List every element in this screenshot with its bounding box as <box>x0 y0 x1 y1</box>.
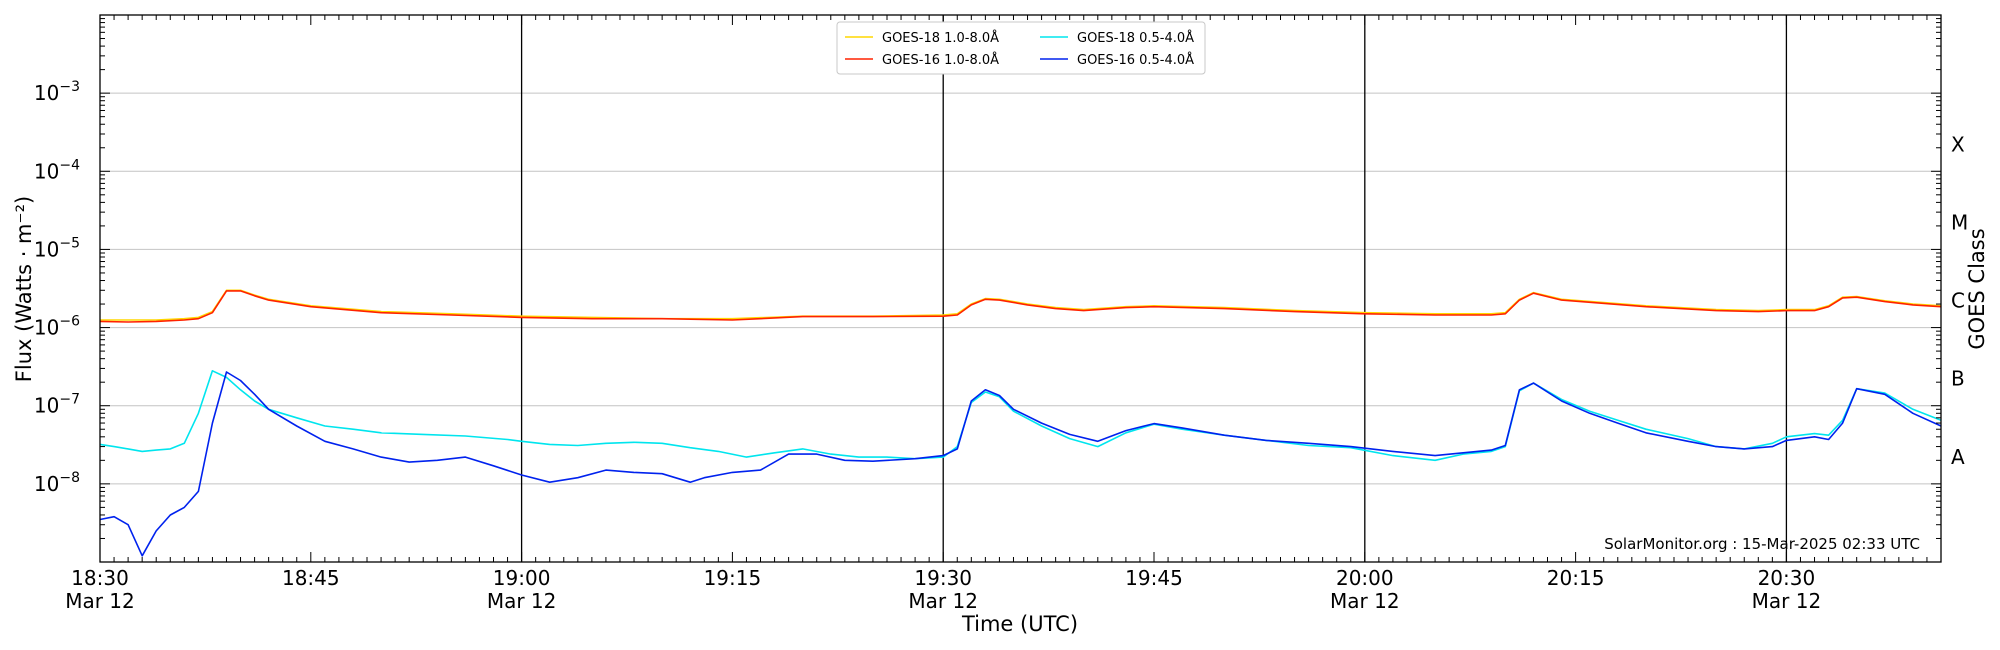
y-tick-label: 10−8 <box>34 470 80 496</box>
x-tick-date-label: Mar 12 <box>487 589 557 613</box>
legend-label-goes18-long: GOES-18 1.0-8.0Å <box>882 30 999 46</box>
goes-class-label: A <box>1951 445 1965 469</box>
x-axis-title: Time (UTC) <box>961 612 1078 636</box>
legend: GOES-18 1.0-8.0Å GOES-16 1.0-8.0Å GOES-1… <box>836 21 1206 75</box>
legend-label-goes16-long: GOES-16 1.0-8.0Å <box>882 52 999 68</box>
x-tick-label: 18:30 <box>71 566 129 590</box>
x-tick-date-label: Mar 12 <box>65 589 135 613</box>
x-tick-label: 18:45 <box>282 566 340 590</box>
legend-box <box>836 21 1206 75</box>
series-line <box>99 290 1942 323</box>
y-tick-label: 10−6 <box>34 314 80 340</box>
series-line <box>99 369 1942 462</box>
series-lines <box>99 289 1942 557</box>
y-tick-label: 10−7 <box>34 392 80 418</box>
goes-class-axis-title: GOES Class <box>1965 228 1989 349</box>
legend-label-goes16-short: GOES-16 0.5-4.0Å <box>1077 52 1194 68</box>
x-tick-date-label: Mar 12 <box>1330 589 1400 613</box>
y-axis-title: Flux (Watts · m⁻²) <box>12 196 36 382</box>
x-tick-label: 20:30 <box>1758 566 1816 590</box>
y-tick-label: 10−5 <box>34 235 80 261</box>
grid-lines <box>100 14 1941 563</box>
goes-class-label: C <box>1951 289 1965 313</box>
goes-class-label: M <box>1951 210 1968 234</box>
goes-class-label: B <box>1951 367 1965 391</box>
plot-frame <box>99 14 1942 563</box>
credit-text: SolarMonitor.org : 15-Mar-2025 02:33 UTC <box>1604 535 1920 553</box>
x-tick-date-label: Mar 12 <box>908 589 978 613</box>
x-tick-label: 19:00 <box>493 566 551 590</box>
y-tick-label: 10−3 <box>34 79 80 105</box>
goes-class-label: X <box>1951 132 1965 156</box>
x-tick-label: 19:30 <box>914 566 972 590</box>
x-tick-date-label: Mar 12 <box>1752 589 1822 613</box>
y-tick-label: 10−4 <box>34 157 80 183</box>
x-tick-label: 20:15 <box>1547 566 1605 590</box>
x-tick-label: 20:00 <box>1336 566 1394 590</box>
x-tick-label: 19:15 <box>704 566 762 590</box>
legend-label-goes18-short: GOES-18 0.5-4.0Å <box>1077 30 1194 46</box>
series-line <box>100 289 1942 321</box>
series-line <box>99 371 1942 557</box>
x-tick-label: 19:45 <box>1125 566 1183 590</box>
